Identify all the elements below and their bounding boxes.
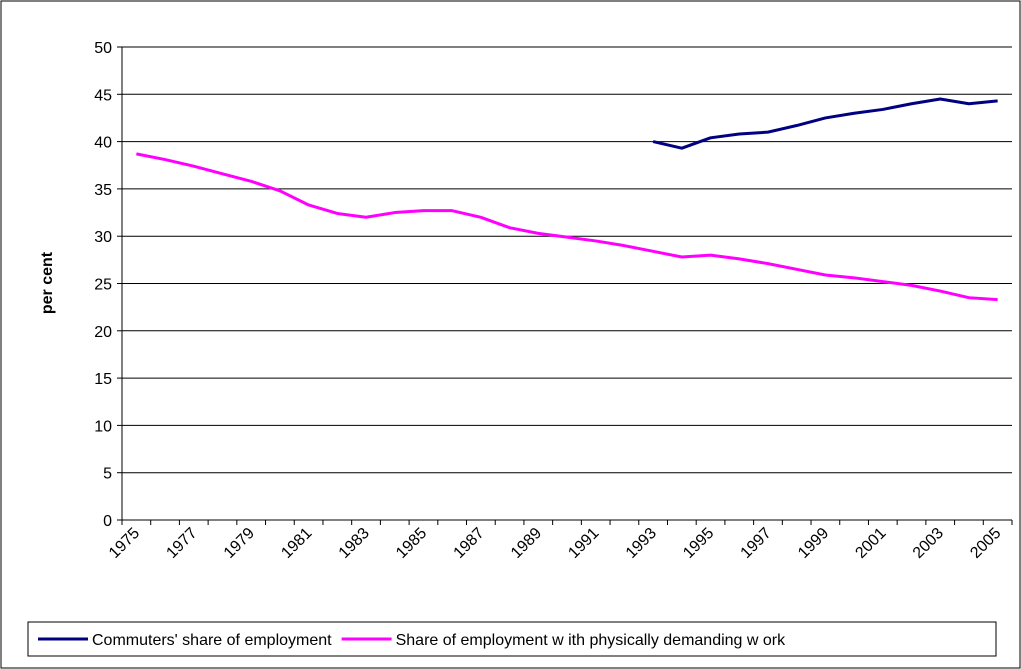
y-tick-label: 0 (103, 513, 112, 530)
series-line (652, 97, 998, 150)
y-tick-label: 50 (94, 40, 112, 57)
y-axis-label: per cent (39, 251, 56, 314)
y-tick-label: 45 (94, 87, 112, 104)
y-tick-label: 30 (94, 229, 112, 246)
y-tick-label: 10 (94, 418, 112, 435)
y-tick-label: 5 (103, 466, 112, 483)
y-tick-label: 35 (94, 182, 112, 199)
y-tick-label: 20 (94, 324, 112, 341)
series-line (136, 152, 998, 302)
y-tick-label: 40 (94, 135, 112, 152)
legend-label: Commuters' share of employment (92, 632, 332, 649)
y-tick-label: 25 (94, 277, 112, 294)
y-tick-label: 15 (94, 371, 112, 388)
legend-label: Share of employment w ith physically dem… (396, 632, 787, 649)
legend: Commuters' share of employment Share of e… (27, 621, 997, 657)
legend-box (27, 621, 997, 657)
